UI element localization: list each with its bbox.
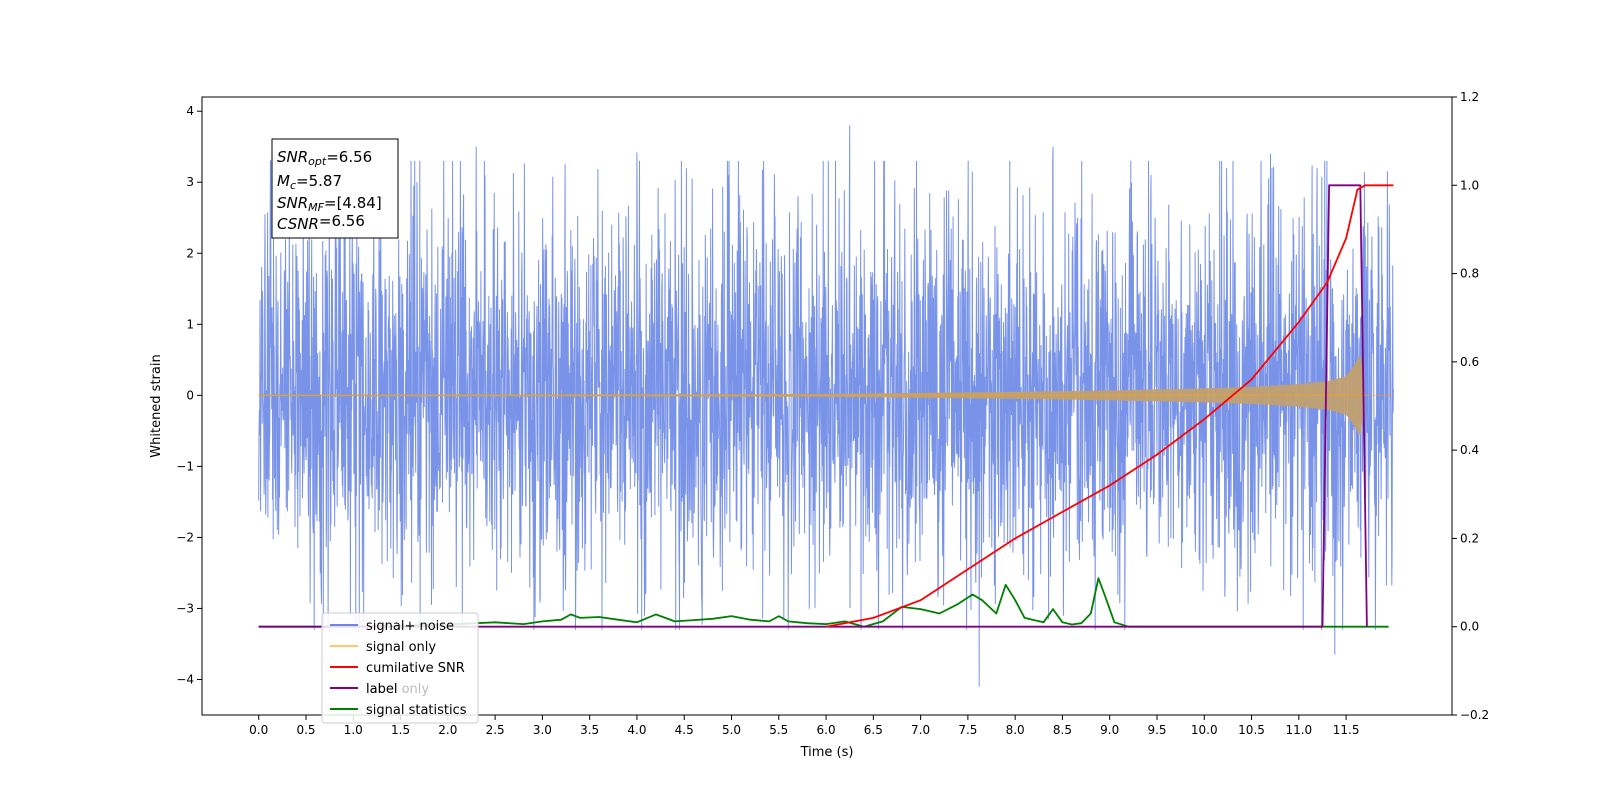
x-tick-label: 1.0 [344,723,363,737]
y-tick-label: 0 [186,388,194,402]
y-tick-label: −2 [176,530,194,544]
series-cumulative-snr [825,184,1394,628]
x-tick-label: 0.5 [296,723,315,737]
legend-label-signal-statistics: signal statistics [366,703,467,718]
y2-tick-label: 1.2 [1460,90,1479,104]
series-label [258,184,1368,628]
y2-tick-label: 0.2 [1460,531,1479,545]
x-tick-label: 4.5 [675,723,694,737]
x-tick-label: 9.5 [1147,723,1166,737]
legend-frame [321,612,479,724]
annotation-line-snr-mf: SNRMF=[4.84] [277,194,382,214]
legend: signal+ noise signal only cumilative SNR… [321,612,479,724]
x-tick-label: 4.0 [627,723,646,737]
annotation-line-csnr: CSNR=6.56 [277,212,365,233]
y-tick-label: −3 [176,601,194,615]
y2-tick-label: 0.4 [1460,443,1479,457]
legend-label-signal-only: signal only [366,640,436,655]
plot-frame [201,96,1453,716]
series-signal-only-envelope [258,355,1366,436]
x-tick-label: 10.0 [1191,723,1218,737]
y-axis-label: Whitened strain [149,354,164,457]
y-tick-label: −4 [176,672,194,686]
x-axis-label: Time (s) [800,745,854,760]
x-tick-label: 6.0 [817,723,836,737]
x-tick-label: 0.0 [249,723,268,737]
x-tick-label: 11.5 [1333,723,1360,737]
x-tick-label: 7.5 [958,723,977,737]
annotation-box: SNRopt=6.56 Mc=5.87 SNRMF=[4.84] CSNR=6.… [271,138,399,239]
x-tick-label: 7.0 [911,723,930,737]
y2-tick-label: 1.0 [1460,178,1479,192]
y-tick-label: 1 [186,317,194,331]
legend-label-label: label [366,682,397,697]
x-tick-label: 6.5 [864,723,883,737]
x-tick-label: 3.5 [580,723,599,737]
annotation-line-snr-opt: SNRopt=6.56 [277,148,372,168]
y2-tick-label: 0.0 [1460,620,1479,634]
x-tick-label: 8.5 [1053,723,1072,737]
x-tick-label: 3.0 [533,723,552,737]
y-tick-label: −1 [176,459,194,473]
x-tick-label: 2.5 [486,723,505,737]
axes-layer: 0.0 0.5 1.0 1.5 2.0 2.5 3.0 3.5 4.0 4.5 5.0 5.5 6.0 6… [176,90,1489,737]
x-tick-label: 11.0 [1285,723,1312,737]
x-tick-label: 1.5 [391,723,410,737]
series-signal-noise [258,125,1394,687]
y2-tick-label: 0.6 [1460,355,1479,369]
y2-tick-label: −0.2 [1460,708,1489,722]
y-tick-label: 2 [186,246,194,260]
y2-tick-label: 0.8 [1460,267,1479,281]
legend-label-cumulative-snr: cumilative SNR [366,661,465,676]
legend-label-label-only: label only [366,682,429,697]
x-tick-label: 10.5 [1238,723,1265,737]
y-tick-label: 3 [186,175,194,189]
x-tick-label: 8.0 [1006,723,1025,737]
x-tick-label: 5.0 [722,723,741,737]
x-tick-label: 2.0 [438,723,457,737]
x-tick-label: 5.5 [769,723,788,737]
y-tick-label: 4 [186,104,194,118]
legend-label-signal-noise: signal+ noise [366,619,454,634]
annotation-line-mc: Mc=5.87 [277,172,342,192]
annotation-frame [271,138,399,239]
x-tick-label: 9.0 [1100,723,1119,737]
series-signal-statistics [258,577,1389,628]
